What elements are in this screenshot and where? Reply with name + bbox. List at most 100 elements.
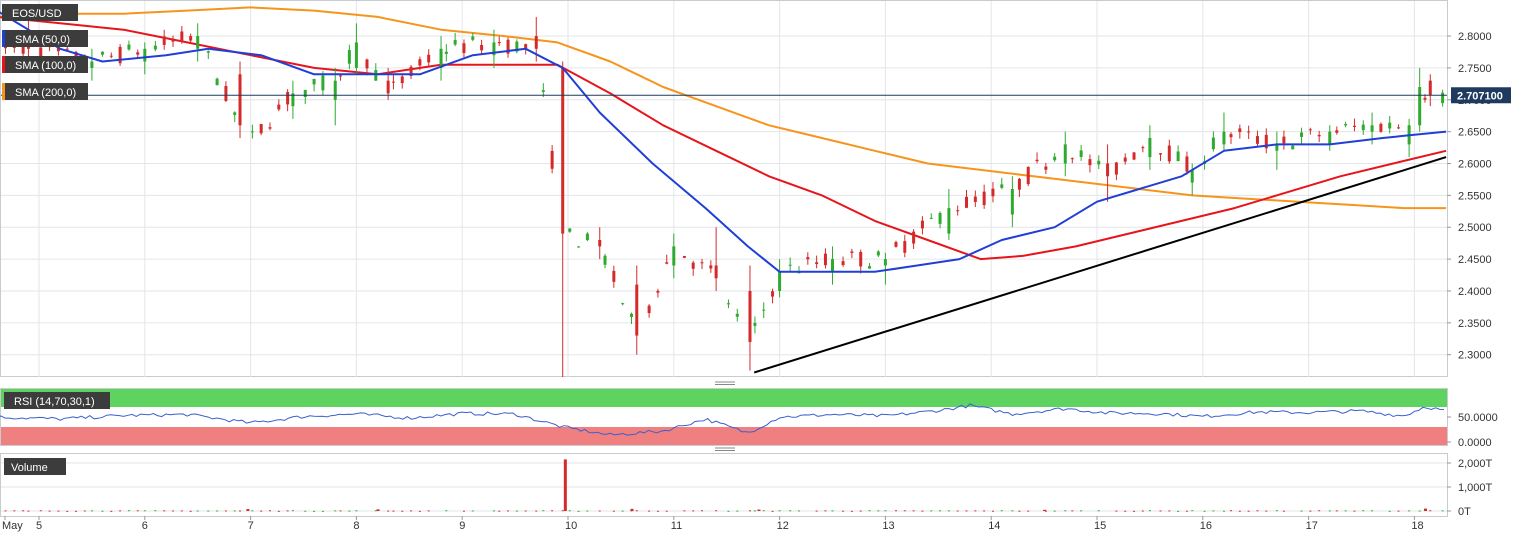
- x-tick-label: 18: [1411, 520, 1423, 532]
- volume-bar: [498, 511, 500, 512]
- volume-bar: [562, 510, 564, 511]
- volume-bar: [4, 510, 6, 511]
- volume-bar: [128, 510, 130, 511]
- volume-bar: [1177, 511, 1179, 512]
- volume-label[interactable]: Volume: [4, 458, 66, 475]
- volume-bar: [636, 510, 638, 511]
- x-tick-label: 9: [459, 520, 465, 532]
- volume-bar: [1301, 511, 1303, 512]
- volume-bar: [1064, 510, 1066, 511]
- volume-bar: [772, 511, 774, 512]
- sma-100-label[interactable]: SMA (100,0): [2, 56, 88, 73]
- volume-bar: [895, 510, 897, 511]
- rsi-pane-resize-handle[interactable]: [715, 448, 735, 451]
- volume-bar: [1230, 510, 1232, 511]
- volume-bar: [1419, 511, 1421, 512]
- volume-bar: [569, 510, 571, 511]
- volume-bar: [1191, 510, 1193, 511]
- volume-bar: [57, 511, 59, 512]
- volume-bar: [75, 511, 77, 512]
- volume-bar: [516, 511, 518, 512]
- volume-bar: [1186, 511, 1188, 512]
- volume-bar: [1159, 510, 1161, 511]
- sma-200-label-text: SMA (200,0): [15, 87, 76, 99]
- volume-bar: [974, 510, 976, 511]
- volume-bar: [525, 511, 527, 512]
- volume-bar: [939, 510, 941, 511]
- volume-bar: [49, 511, 51, 512]
- volume-bar: [816, 511, 818, 512]
- volume-bar: [1027, 511, 1029, 512]
- rsi-y-axis: 50.00000.0000: [1447, 412, 1498, 449]
- volume-bar: [278, 511, 280, 512]
- sma-50-label-text: SMA (50,0): [15, 34, 70, 46]
- volume-bar: [749, 510, 751, 511]
- volume-bar: [163, 510, 165, 511]
- volume-bar: [578, 511, 580, 512]
- volume-bar: [851, 511, 853, 512]
- volume-bar: [1309, 511, 1311, 512]
- volume-bar: [493, 510, 495, 511]
- volume-bar: [1336, 510, 1338, 511]
- volume-bar: [392, 511, 394, 512]
- volume-bar: [542, 510, 544, 511]
- last-price-label: 2.707100: [1457, 90, 1503, 102]
- volume-bar: [239, 511, 241, 512]
- x-tick-label: 12: [777, 520, 789, 532]
- volume-bar: [921, 511, 923, 512]
- sma-200-label[interactable]: SMA (200,0): [2, 83, 88, 100]
- volume-bar: [1204, 511, 1206, 512]
- x-tick-label: 11: [671, 520, 682, 532]
- volume-bar: [334, 510, 336, 511]
- volume-bar: [375, 510, 377, 511]
- rsi-pane[interactable]: 50.00000.0000: [0, 389, 1498, 450]
- x-tick-label: 10: [565, 520, 577, 532]
- volume-bar: [798, 510, 800, 511]
- volume-y-tick-label: 2,000T: [1458, 458, 1493, 470]
- candle: [1027, 166, 1030, 186]
- volume-bar: [1080, 510, 1082, 511]
- price-y-axis: 2.30002.35002.40002.45002.50002.55002.60…: [1447, 31, 1492, 362]
- volume-pane[interactable]: 2,000T1,000T0T: [0, 454, 1493, 519]
- volume-bar: [119, 510, 121, 511]
- symbol-label[interactable]: EOS/USD: [2, 4, 78, 21]
- volume-spike-bar: [1424, 509, 1427, 511]
- price-pane[interactable]: 2.30002.35002.40002.45002.50002.55002.60…: [0, 1, 1511, 378]
- volume-bar: [551, 510, 553, 511]
- x-tick-label: 7: [248, 520, 254, 532]
- volume-spike-bar: [377, 509, 380, 511]
- x-tick-label: 5: [36, 520, 42, 532]
- volume-bar: [234, 510, 236, 511]
- price-y-tick-label: 2.6000: [1458, 159, 1492, 171]
- x-tick-label: 17: [1306, 520, 1318, 532]
- volume-bar: [779, 510, 781, 511]
- volume-bar: [1133, 511, 1135, 512]
- volume-bar: [1168, 510, 1170, 511]
- volume-bar: [957, 511, 959, 512]
- volume-bar: [1149, 510, 1151, 511]
- volume-bar: [1371, 510, 1373, 511]
- volume-bar: [1329, 510, 1331, 511]
- volume-bar: [1265, 511, 1267, 512]
- volume-bar: [789, 510, 791, 511]
- volume-bar: [992, 511, 994, 512]
- volume-bar: [313, 511, 315, 512]
- volume-bar: [507, 510, 509, 511]
- volume-bar: [727, 511, 729, 512]
- volume-bar: [763, 510, 765, 511]
- price-pane-resize-handle[interactable]: [715, 382, 735, 385]
- volume-bar: [445, 510, 447, 511]
- volume-bar: [884, 510, 886, 511]
- x-tick-label: May: [2, 520, 23, 532]
- candle: [683, 256, 686, 258]
- sma-50-label[interactable]: SMA (50,0): [2, 30, 88, 47]
- x-tick-label: 13: [882, 520, 894, 532]
- volume-bar: [657, 511, 659, 512]
- volume-bar: [472, 510, 474, 511]
- volume-bar: [1011, 510, 1013, 511]
- volume-bar: [613, 511, 615, 512]
- candle: [1133, 152, 1136, 160]
- rsi-label[interactable]: RSI (14,70,30,1): [4, 392, 110, 409]
- volume-bar: [348, 511, 350, 512]
